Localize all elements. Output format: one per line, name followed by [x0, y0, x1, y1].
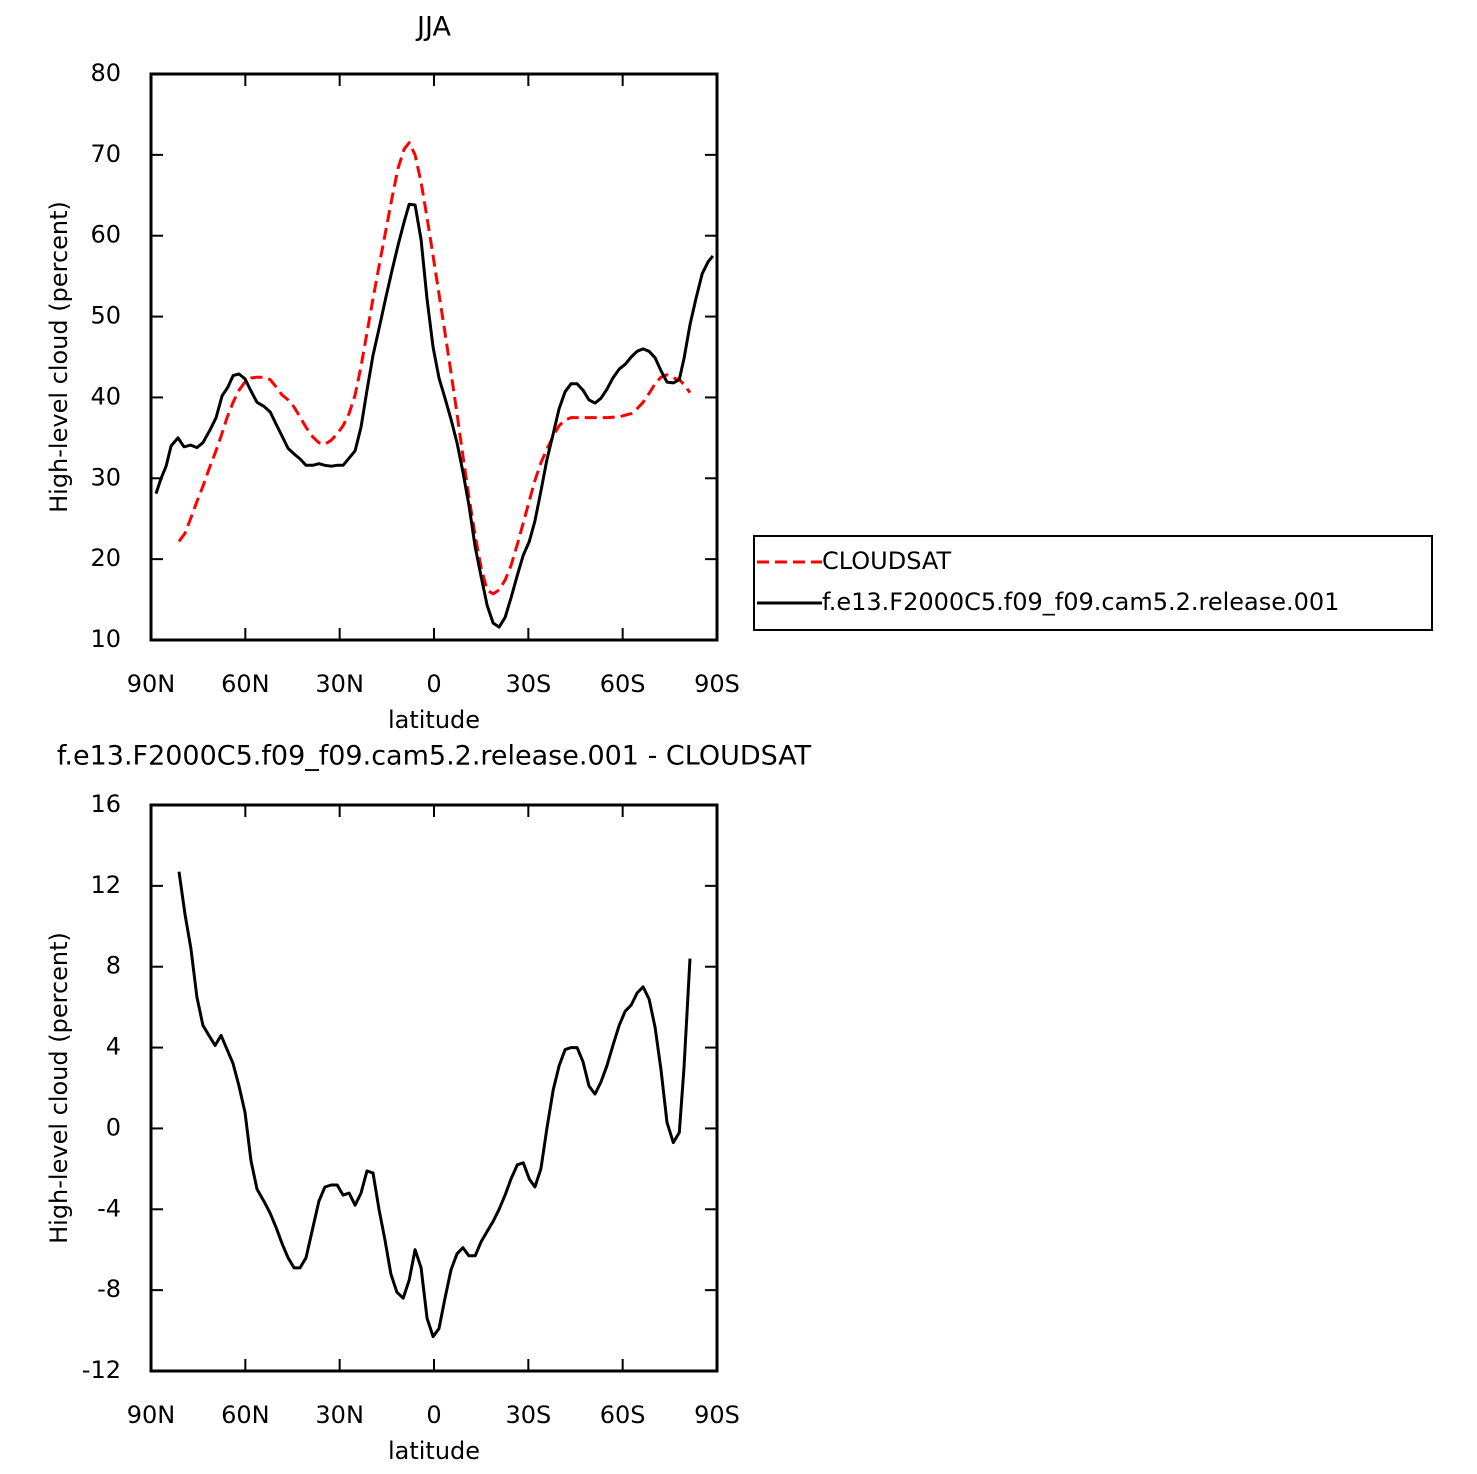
x-tick-label: 60S: [600, 1401, 646, 1429]
chart-title: JJA: [415, 12, 451, 43]
chart-title: f.e13.F2000C5.f09_f09.cam5.2.release.001…: [57, 741, 812, 772]
x-tick-label: 0: [426, 1401, 441, 1429]
y-axis-label: High-level cloud (percent): [45, 932, 73, 1244]
y-axis-label: High-level cloud (percent): [45, 201, 73, 513]
x-axis-label: latitude: [388, 706, 480, 734]
y-tick-label: -4: [97, 1194, 121, 1222]
y-tick-label: 30: [90, 463, 121, 491]
y-tick-label: 10: [90, 625, 121, 653]
x-tick-label: 0: [426, 670, 441, 698]
x-tick-label: 30S: [505, 670, 551, 698]
plot-frame: [149, 72, 719, 642]
y-tick-label: -8: [97, 1275, 121, 1303]
y-tick-label: 20: [90, 544, 121, 572]
legend: CLOUDSAT f.e13.F2000C5.f09_f09.cam5.2.rel…: [753, 535, 1433, 631]
y-tick-label: 0: [106, 1113, 121, 1141]
y-tick-label: 60: [90, 221, 121, 249]
x-tick-label: 30N: [315, 1401, 364, 1429]
plot-frame: [149, 803, 719, 1373]
y-tick-label: 50: [90, 302, 121, 330]
x-tick-label: 90N: [127, 1401, 176, 1429]
x-tick-label: 90S: [694, 1401, 740, 1429]
x-tick-label: 90N: [127, 670, 176, 698]
y-tick-label: 70: [90, 140, 121, 168]
x-tick-label: 60N: [221, 1401, 270, 1429]
y-tick-label: 80: [90, 59, 121, 87]
x-axis-label: latitude: [388, 1437, 480, 1465]
y-tick-label: 16: [90, 790, 121, 818]
legend-label: CLOUDSAT: [822, 547, 951, 575]
y-tick-label: 12: [90, 871, 121, 899]
y-tick-label: 8: [106, 952, 121, 980]
series-line: [177, 871, 692, 1339]
x-tick-label: 30S: [505, 1401, 551, 1429]
x-tick-label: 30N: [315, 670, 364, 698]
x-tick-label: 60N: [221, 670, 270, 698]
x-tick-label: 90S: [694, 670, 740, 698]
series-line: [154, 202, 715, 629]
y-tick-label: -12: [82, 1356, 121, 1384]
y-tick-label: 4: [106, 1033, 121, 1061]
legend-label: f.e13.F2000C5.f09_f09.cam5.2.release.001: [822, 588, 1339, 616]
x-tick-label: 60S: [600, 670, 646, 698]
series-line: [177, 141, 692, 596]
y-tick-label: 40: [90, 382, 121, 410]
legend-box: [753, 535, 1433, 631]
